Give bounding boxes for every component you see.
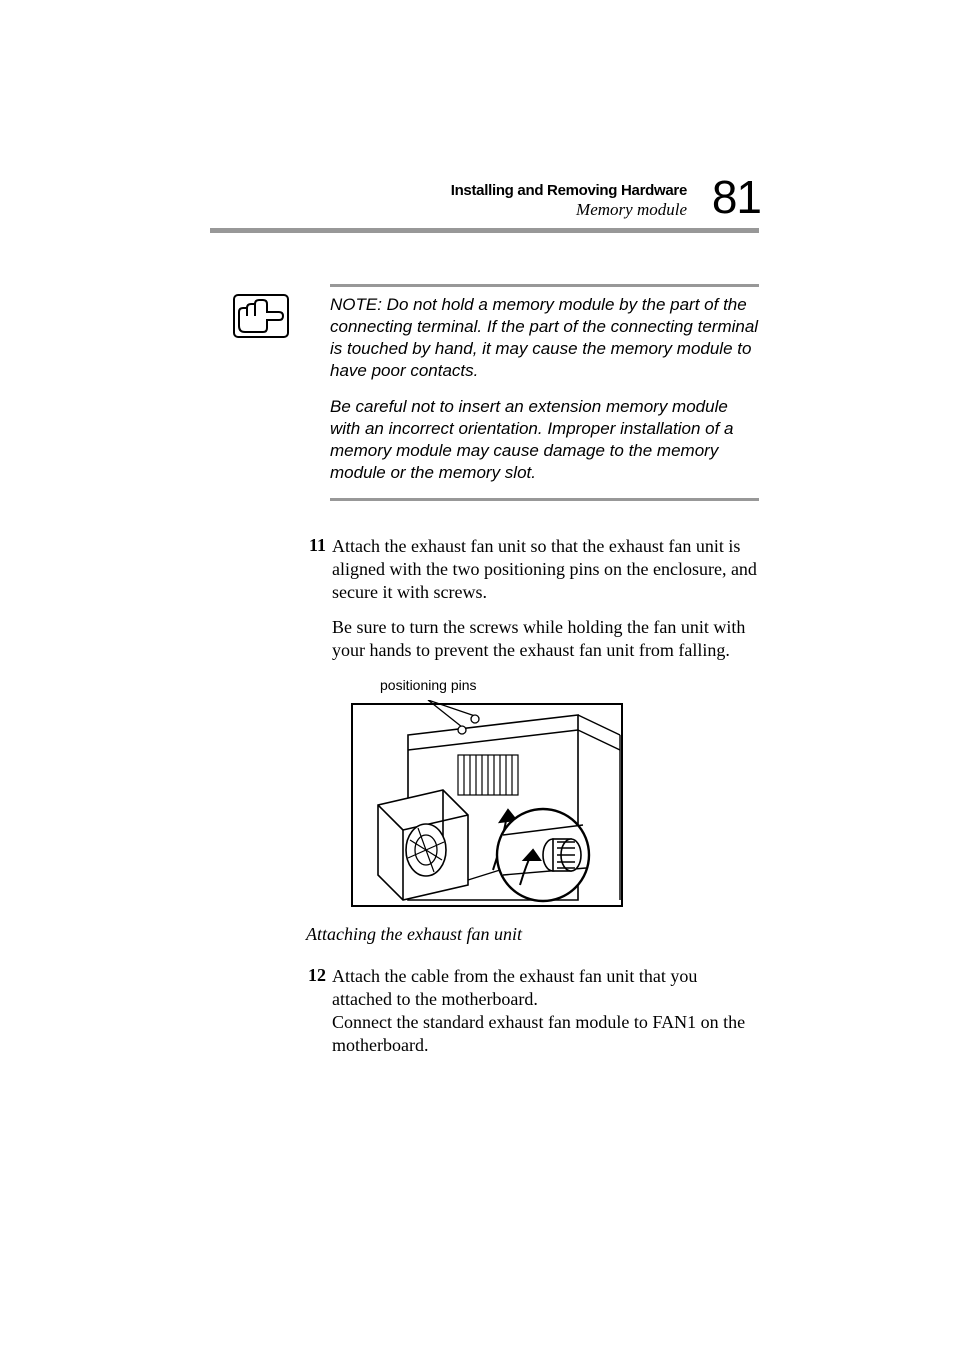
figure-caption: Attaching the exhaust fan unit xyxy=(306,924,522,945)
header-rule xyxy=(210,228,759,233)
step-12-text: Attach the cable from the exhaust fan un… xyxy=(332,965,759,1057)
step-11-para-1: Attach the exhaust fan unit so that the … xyxy=(332,535,759,604)
page-header: Installing and Removing Hardware Memory … xyxy=(210,182,759,233)
note-bottom-rule xyxy=(330,498,759,501)
page-number: 81 xyxy=(712,170,761,224)
section-title: Memory module xyxy=(210,200,687,220)
note-body: NOTE: Do not hold a memory module by the… xyxy=(330,294,759,498)
page: Installing and Removing Hardware Memory … xyxy=(0,0,954,1351)
step-11-number: 11 xyxy=(304,535,326,556)
note-paragraph-1: NOTE: Do not hold a memory module by the… xyxy=(330,294,759,382)
figure-callout-label: positioning pins xyxy=(380,677,477,693)
step-11-para-2: Be sure to turn the screws while holding… xyxy=(332,616,759,662)
note-top-rule xyxy=(330,284,759,287)
note-hand-icon xyxy=(233,294,289,338)
fan-unit-figure xyxy=(348,700,626,910)
step-12-number: 12 xyxy=(304,965,326,986)
step-12-para-1: Attach the cable from the exhaust fan un… xyxy=(332,965,759,1011)
step-12-para-2: Connect the standard exhaust fan module … xyxy=(332,1011,759,1057)
step-11-text: Attach the exhaust fan unit so that the … xyxy=(332,535,759,674)
header-text-block: Installing and Removing Hardware Memory … xyxy=(210,182,759,220)
chapter-title: Installing and Removing Hardware xyxy=(210,182,687,199)
note-paragraph-2: Be careful not to insert an extension me… xyxy=(330,396,759,484)
